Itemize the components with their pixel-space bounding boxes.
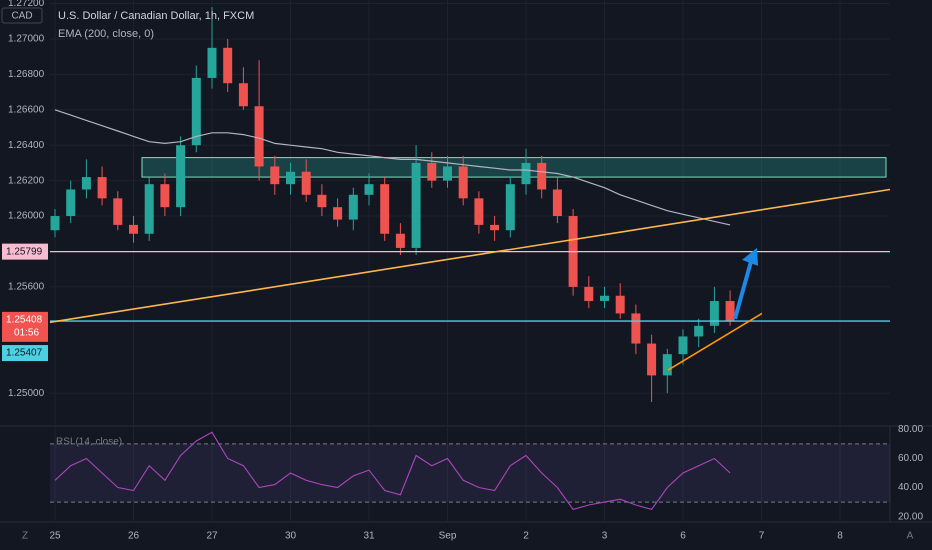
candle-body: [207, 47, 217, 78]
candle-body: [50, 216, 60, 231]
candle-body: [505, 184, 515, 231]
x-tick-label: 31: [363, 531, 375, 542]
candle-body: [725, 301, 735, 321]
rsi-legend[interactable]: RSI (14, close): [56, 437, 122, 448]
candle-body: [443, 166, 452, 181]
chart-title: U.S. Dollar / Canadian Dollar, 1h, FXCM: [58, 10, 254, 22]
candle-body: [176, 145, 186, 208]
candle-body: [474, 198, 484, 225]
candle-body: [380, 184, 390, 234]
candle-body: [584, 286, 594, 302]
candle-body: [395, 233, 405, 248]
candle-body: [647, 343, 657, 376]
x-tick-label: 6: [680, 531, 686, 542]
x-tick-label: 7: [759, 531, 765, 542]
corner-label[interactable]: A: [907, 531, 914, 542]
candle-body: [615, 295, 625, 314]
marks: [49, 7, 891, 511]
last-price-box: [2, 311, 48, 342]
y-tick-label: 1.26800: [8, 69, 45, 80]
rsi-tick-label: 40.00: [898, 482, 923, 493]
supply-zone: [141, 157, 887, 178]
candle-body: [254, 106, 264, 167]
candle-body: [458, 166, 468, 199]
level-label: 1.25407: [6, 348, 43, 359]
candle-body: [66, 189, 76, 217]
y-tick-label: 1.26400: [8, 140, 45, 151]
candle-body: [286, 171, 295, 185]
rsi-tick-label: 80.00: [898, 424, 923, 435]
rsi-tick-label: 20.00: [898, 511, 923, 522]
x-tick-label: 2: [523, 531, 529, 542]
y-tick-label: 1.26000: [8, 211, 45, 222]
level-box: [2, 243, 48, 260]
candle-body: [521, 162, 531, 185]
candle-body: [348, 194, 358, 220]
candle-body: [333, 207, 343, 220]
trend-line: [667, 312, 763, 371]
candle-body: [144, 184, 154, 234]
candle-body: [129, 224, 138, 234]
candle-body: [270, 166, 280, 185]
candle-body: [678, 336, 688, 355]
rsi-band: [50, 443, 890, 503]
candle-body: [411, 162, 421, 248]
last-price-label: 1.25408: [6, 315, 43, 326]
candle-body: [490, 224, 500, 231]
x-tick-label: 3: [602, 531, 608, 542]
y-tick-label: 1.26600: [8, 104, 45, 115]
y-tick-label: 1.25600: [8, 282, 45, 293]
grid: [50, 0, 890, 522]
countdown-label: 01:56: [14, 328, 39, 339]
candle-body: [81, 177, 91, 190]
arrow-shaft: [733, 257, 754, 320]
level-label: 1.25799: [6, 246, 43, 257]
candle-body: [113, 198, 123, 225]
x-tick-label: 30: [285, 531, 297, 542]
candle-body: [301, 171, 311, 195]
ema-line: [54, 109, 731, 226]
rsi-line: [54, 431, 731, 511]
level-box: [2, 345, 48, 362]
candle-body: [631, 313, 641, 344]
candle-body: [537, 162, 547, 190]
candle-body: [191, 77, 201, 146]
candle-body: [223, 47, 233, 84]
x-tick-label: 25: [49, 531, 61, 542]
candle-body: [238, 83, 248, 107]
y-tick-label: 1.26200: [8, 175, 45, 186]
candle-body: [600, 295, 609, 302]
candle-body: [694, 325, 704, 337]
corner-label[interactable]: Z: [22, 531, 28, 542]
x-tick-label: 27: [206, 531, 218, 542]
currency[interactable]: CAD: [11, 11, 32, 22]
x-tick-label: 26: [128, 531, 140, 542]
candle-body: [662, 354, 672, 376]
candle-body: [317, 194, 327, 208]
candle-body: [427, 162, 437, 181]
y-tick-label: 1.27200: [8, 0, 45, 9]
currency-box[interactable]: [1, 7, 43, 24]
x-tick-label: Sep: [439, 531, 457, 542]
candle-body: [364, 184, 374, 195]
candle-body: [709, 301, 719, 326]
trend-line: [49, 188, 891, 324]
labels: 1.27200 1.27000 1.26800 1.26600 1.26400 1.262…: [2, 0, 923, 542]
y-tick-label: 1.25000: [8, 388, 45, 399]
rsi-tick-label: 60.00: [898, 453, 923, 464]
x-tick-label: 8: [837, 531, 843, 542]
candle-body: [552, 189, 562, 217]
candle-body: [97, 177, 107, 199]
candle-body: [160, 184, 170, 208]
indicator-legend[interactable]: EMA (200, close, 0): [58, 28, 154, 40]
y-tick-label: 1.27000: [8, 34, 45, 45]
arrow-head: [742, 247, 758, 266]
